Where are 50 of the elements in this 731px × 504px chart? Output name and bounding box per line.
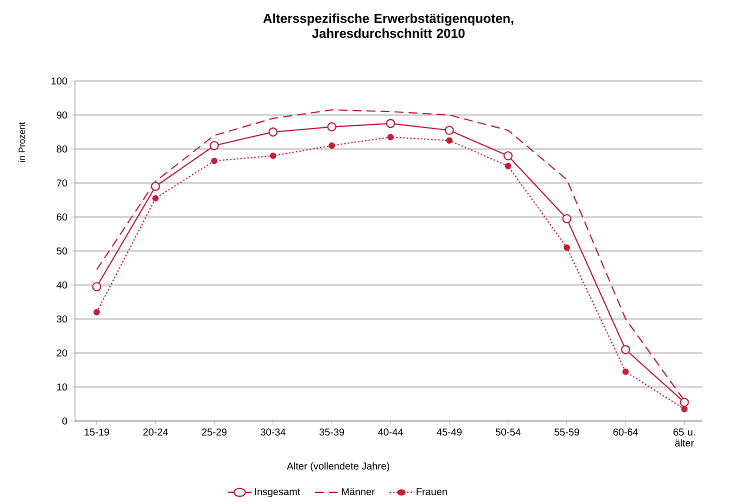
point — [327, 122, 336, 132]
point — [564, 244, 570, 251]
point — [504, 162, 512, 170]
x-tick-label: 65 u. älter — [674, 428, 695, 447]
point — [446, 137, 453, 144]
point — [210, 141, 219, 150]
point — [680, 398, 689, 407]
point — [150, 182, 160, 191]
x-tick-label: 40-44 — [378, 428, 404, 436]
y-tick-label: 50 — [56, 247, 68, 255]
x-tick-label: 15-19 — [84, 428, 110, 436]
y-tick-label: 60 — [56, 213, 68, 221]
legend-label: Insgesamt — [255, 488, 300, 498]
point — [562, 214, 572, 224]
point — [681, 406, 688, 412]
y-tick-label: 0 — [62, 417, 68, 425]
point — [92, 282, 102, 292]
point — [268, 127, 278, 137]
x-tick-label: 45-49 — [436, 428, 462, 436]
y-tick-label: 90 — [56, 111, 68, 119]
point — [270, 152, 276, 159]
point — [386, 118, 396, 128]
x-tick-label: 30-34 — [260, 428, 286, 436]
y-tick-label: 40 — [56, 281, 68, 289]
y-axis-title: in Prozent — [18, 122, 25, 162]
point — [328, 142, 335, 149]
point — [503, 151, 513, 160]
y-tick-label: 30 — [56, 315, 68, 323]
legend-label: Männer — [342, 488, 375, 496]
point — [211, 158, 218, 164]
chart-title: Altersspezifische Erwerbstätigenquoten, Jahresdurchschnitt 2010 — [263, 13, 514, 38]
y-tick-label: 80 — [56, 145, 68, 153]
x-tick-label: 20-24 — [143, 428, 168, 436]
legend-label: Frauen — [416, 488, 447, 496]
x-tick-label: 25-29 — [202, 428, 227, 436]
point — [387, 134, 394, 140]
x-tick-label: 60-64 — [613, 428, 638, 436]
y-tick-label: 70 — [56, 179, 68, 187]
point — [444, 126, 454, 135]
y-tick-label: 10 — [57, 383, 68, 391]
point — [622, 368, 629, 375]
point — [94, 309, 100, 316]
y-tick-label: 100 — [52, 77, 68, 85]
point — [152, 195, 159, 202]
x-tick-label: 50-54 — [496, 428, 521, 436]
x-tick-label: 35-39 — [319, 428, 344, 436]
y-tick-label: 20 — [56, 349, 68, 357]
x-tick-label: 55-59 — [554, 428, 580, 436]
x-axis-title: Alter (vollendete Jahre) — [286, 462, 390, 472]
point — [621, 345, 630, 354]
